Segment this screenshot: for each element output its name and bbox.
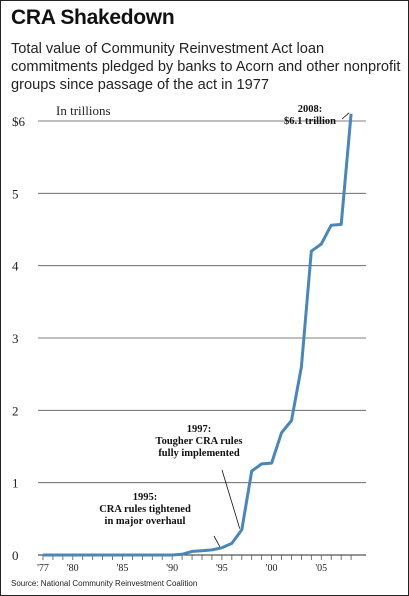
annotation-leader — [341, 112, 350, 120]
x-axis: '77 '80 '85 '90 '95 '00 '05 — [37, 555, 352, 574]
x-tick-label: '90 — [166, 563, 178, 574]
annotation-leader — [213, 535, 221, 547]
y-tick-label: 1 — [12, 476, 19, 491]
x-tick-label: '77 — [37, 563, 49, 574]
y-tick-label: 5 — [12, 186, 19, 201]
x-tick-label: '00 — [266, 563, 278, 574]
annotation-label: 1997: Tougher CRA rules fully implemented — [156, 424, 243, 459]
chart-title: CRA Shakedown — [11, 6, 175, 29]
y-tick-label: 0 — [12, 548, 19, 563]
source-note: Source: National Community Reinvestment … — [11, 579, 198, 588]
x-tick-label: '85 — [117, 563, 129, 574]
annotation-leaders — [213, 112, 350, 547]
y-tick-label: 3 — [12, 331, 19, 346]
unit-label: In trillions — [56, 103, 111, 118]
y-tick-label: 2 — [12, 403, 19, 418]
grid-lines — [38, 120, 366, 556]
y-tick-label: 4 — [12, 259, 19, 274]
annotations: 2008: $6.1 trillion 1997: Tougher CRA rules… — [99, 104, 336, 527]
x-tick-label: '80 — [67, 563, 79, 574]
x-tick-label: '95 — [216, 563, 228, 574]
annotation-label: 1995: CRA rules tightened in major overhau… — [99, 492, 191, 527]
y-axis: 0 1 2 3 4 5 $6 — [12, 114, 26, 563]
chart-subtitle: Total value of Community Reinvestment Ac… — [11, 41, 401, 93]
x-tick-label: '05 — [315, 563, 327, 574]
series-line — [43, 113, 353, 557]
annotation-leader — [221, 469, 241, 529]
annotation-label: 2008: $6.1 trillion — [284, 104, 336, 127]
y-tick-label: $6 — [12, 114, 26, 129]
